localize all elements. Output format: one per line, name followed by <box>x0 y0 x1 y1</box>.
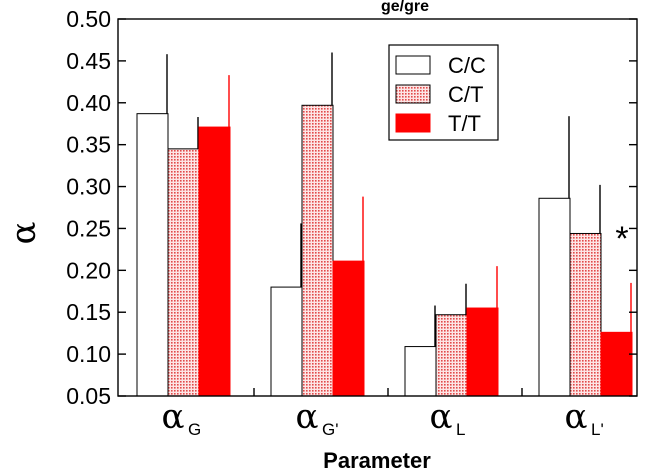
legend-swatch-c-t <box>395 84 431 104</box>
x-tick-label: α <box>565 397 588 437</box>
legend: C/C C/T T/T <box>388 44 499 141</box>
bar-c-c-0 <box>136 113 169 397</box>
legend-label: C/T <box>448 82 483 107</box>
x-tick-label-subscript: L <box>456 420 465 439</box>
chart-title: ge/gre <box>381 0 429 15</box>
y-tick-label: 0.40 <box>66 90 111 116</box>
axes-layer: 0.05 0.10 0.15 0.20 0.25 0.30 0.35 0.40 0.45 0.50… <box>66 6 638 439</box>
bar-t-t-2 <box>466 307 499 397</box>
legend-label: C/C <box>448 53 486 78</box>
bar-t-t-1 <box>332 260 365 397</box>
x-axis-title: Parameter <box>323 448 431 471</box>
bar-c-c-3 <box>538 197 571 397</box>
y-tick-label: 0.25 <box>66 215 111 241</box>
bar-c-t-1 <box>301 104 334 397</box>
y-tick-label: 0.20 <box>66 257 111 283</box>
bar-t-t-0 <box>198 126 231 397</box>
plot-frame <box>117 18 638 397</box>
x-tick-label: α <box>162 397 185 437</box>
bars-layer <box>136 52 633 397</box>
x-tick-label: α <box>296 397 319 437</box>
bar-c-c-1 <box>270 286 303 397</box>
legend-swatch-c-c <box>395 55 431 75</box>
x-tick-label-subscript: G' <box>322 420 338 439</box>
y-tick-label: 0.35 <box>66 132 111 158</box>
y-tick-label: 0.45 <box>66 48 111 74</box>
legend-label: T/T <box>448 111 481 136</box>
x-tick-label: α <box>430 397 453 437</box>
y-tick-label: 0.05 <box>66 383 111 409</box>
y-tick-label: 0.10 <box>66 341 111 367</box>
y-tick-label: 0.30 <box>66 174 111 200</box>
x-tick-label-subscript: G <box>188 420 201 439</box>
y-axis-title: α <box>4 221 44 244</box>
bar-c-t-2 <box>435 314 468 397</box>
significance-annotation: * <box>615 220 628 258</box>
y-tick-label: 0.15 <box>66 299 111 325</box>
bar-c-c-2 <box>404 346 437 397</box>
bar-c-t-3 <box>569 232 602 397</box>
bar-t-t-3 <box>600 331 633 397</box>
bar-c-t-0 <box>167 148 200 397</box>
x-tick-label-subscript: L' <box>591 420 604 439</box>
y-tick-label: 0.50 <box>66 6 111 32</box>
legend-swatch-t-t <box>395 113 431 133</box>
